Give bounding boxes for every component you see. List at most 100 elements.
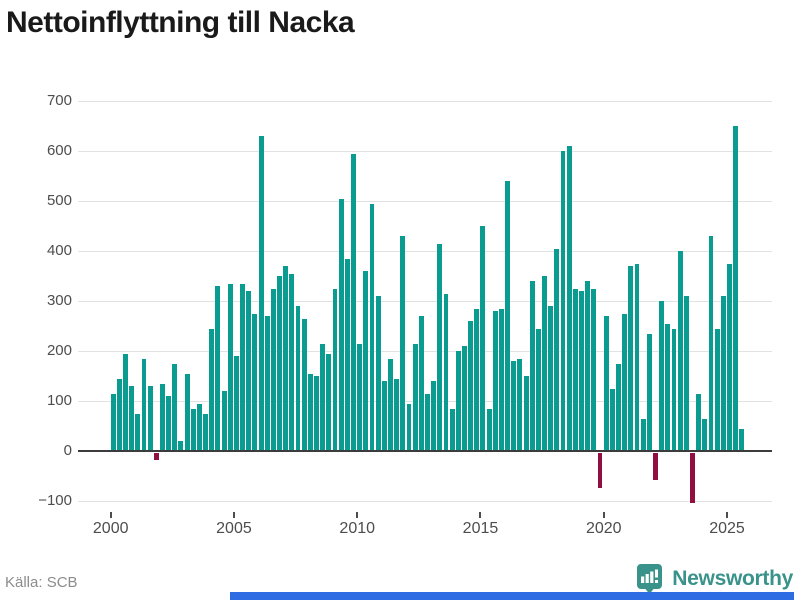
bar-2011-Q3 — [394, 378, 400, 451]
x-axis-tick-mark — [109, 512, 112, 518]
bar-2023-Q3 — [690, 452, 695, 503]
bar-2007-Q1 — [283, 266, 289, 451]
newsworthy-wordmark: Newsworthy — [672, 567, 793, 590]
bar-2021-Q3 — [640, 418, 646, 451]
bar-2016-Q1 — [505, 181, 511, 451]
bar-2004-Q2 — [215, 286, 221, 451]
y-axis-tick-label: −100 — [38, 492, 72, 509]
bar-2006-Q2 — [264, 316, 270, 451]
bar-2021-Q4 — [646, 333, 652, 451]
y-axis-tick-label: 0 — [63, 442, 72, 459]
bar-2011-Q1 — [381, 381, 387, 451]
bar-2013-Q3 — [443, 293, 449, 451]
bar-2024-Q2 — [708, 236, 714, 451]
bar-2010-Q3 — [369, 203, 375, 451]
bar-2018-Q2 — [560, 151, 566, 451]
bar-2002-Q4 — [178, 441, 184, 451]
x-axis-tick-label: 2025 — [709, 520, 745, 537]
x-axis-tick-label: 2005 — [216, 520, 252, 537]
x-axis-tick-mark — [726, 512, 728, 518]
bar-2010-Q1 — [357, 343, 363, 451]
bar-2005-Q2 — [240, 283, 245, 451]
bar-2004-Q1 — [209, 328, 215, 451]
bar-2008-Q1 — [307, 373, 313, 451]
bar-2009-Q2 — [338, 198, 344, 451]
bar-2003-Q4 — [203, 413, 209, 451]
bar-2009-Q1 — [332, 288, 338, 451]
bar-2012-Q3 — [418, 316, 424, 451]
bar-2018-Q1 — [554, 248, 560, 451]
bar-2009-Q4 — [351, 153, 356, 451]
newsworthy-logo: Newsworthy — [636, 563, 793, 595]
bar-2000-Q1 — [110, 393, 116, 451]
bar-2025-Q2 — [733, 126, 739, 451]
bar-2020-Q3 — [616, 363, 621, 451]
bar-2019-Q1 — [579, 291, 584, 451]
bar-2020-Q4 — [622, 313, 628, 451]
y-axis-tick-label: 500 — [46, 192, 72, 209]
y-axis-tick-label: 400 — [46, 242, 72, 259]
y-gridline — [78, 351, 772, 352]
bar-2023-Q1 — [677, 251, 683, 451]
bar-2022-Q4 — [671, 328, 677, 451]
x-axis-tick-label: 2000 — [92, 520, 129, 537]
bar-2024-Q4 — [720, 296, 726, 451]
bar-2005-Q3 — [246, 291, 252, 451]
bar-2018-Q4 — [572, 288, 578, 451]
bar-2016-Q2 — [511, 361, 517, 451]
bar-2006-Q4 — [277, 276, 282, 451]
bar-2004-Q4 — [227, 283, 233, 451]
x-axis-tick-mark — [232, 512, 235, 518]
bar-2017-Q4 — [548, 306, 554, 451]
bar-2015-Q4 — [498, 308, 504, 451]
bar-2013-Q1 — [431, 381, 437, 451]
y-axis-tick-label: 600 — [46, 142, 72, 159]
x-axis-tick-mark — [479, 512, 482, 518]
zero-axis-line — [78, 450, 772, 452]
x-axis-tick-mark — [356, 512, 359, 518]
bar-2007-Q2 — [289, 273, 295, 451]
bar-2012-Q4 — [425, 393, 430, 451]
source-attribution: Källa: SCB — [5, 574, 78, 591]
bar-2006-Q3 — [270, 288, 276, 451]
bar-2000-Q4 — [129, 386, 135, 451]
bar-2007-Q4 — [301, 318, 307, 451]
y-axis-tick-label: 700 — [46, 92, 72, 109]
y-gridline — [78, 251, 772, 252]
bar-2015-Q1 — [480, 226, 486, 451]
bar-2002-Q2 — [166, 396, 172, 451]
bar-2023-Q4 — [696, 393, 702, 451]
bar-2023-Q2 — [683, 296, 689, 451]
bar-2001-Q4 — [153, 452, 159, 460]
bar-2018-Q3 — [566, 146, 572, 451]
bar-2010-Q4 — [375, 296, 381, 451]
bar-2003-Q1 — [184, 373, 190, 451]
bar-2003-Q2 — [190, 408, 196, 451]
bar-2012-Q1 — [406, 403, 412, 451]
bar-2016-Q4 — [523, 376, 529, 451]
bar-2012-Q2 — [412, 343, 418, 451]
bar-2008-Q3 — [320, 343, 326, 451]
bar-2005-Q1 — [233, 356, 239, 451]
bar-2013-Q4 — [449, 408, 455, 451]
bar-2025-Q1 — [727, 263, 732, 451]
y-gridline — [78, 301, 772, 302]
newsworthy-pin-barchart-icon — [637, 564, 663, 594]
bar-2000-Q2 — [116, 378, 122, 451]
bar-2019-Q3 — [591, 288, 597, 451]
bar-2006-Q1 — [258, 136, 264, 451]
bar-2022-Q1 — [653, 452, 658, 480]
bar-2022-Q2 — [659, 301, 665, 451]
bar-2019-Q2 — [585, 281, 591, 451]
bar-2005-Q4 — [252, 313, 258, 451]
bar-2004-Q3 — [221, 391, 227, 451]
bar-2015-Q2 — [486, 408, 492, 451]
bar-2025-Q3 — [739, 428, 745, 451]
bar-2001-Q3 — [147, 386, 153, 451]
bar-2017-Q1 — [529, 281, 535, 451]
bar-2014-Q3 — [468, 321, 474, 451]
y-gridline — [78, 501, 772, 502]
bar-2017-Q2 — [535, 328, 541, 451]
